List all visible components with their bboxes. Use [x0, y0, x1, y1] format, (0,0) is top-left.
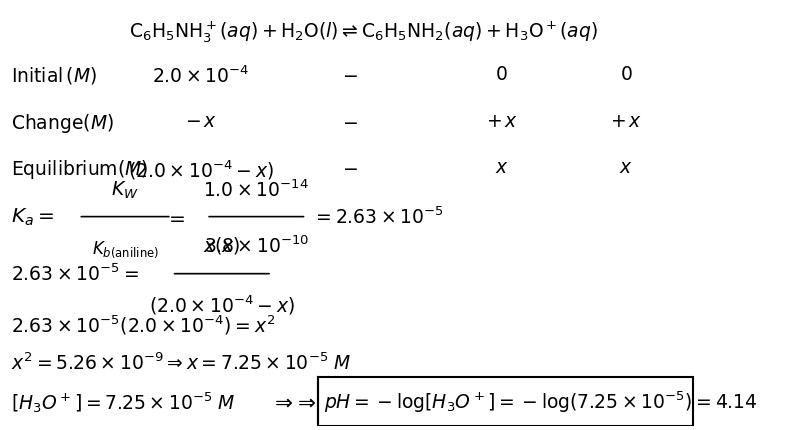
Text: $=$: $=$ — [165, 208, 186, 227]
Text: $K_{b\mathrm{(aniline)}}$: $K_{b\mathrm{(aniline)}}$ — [91, 239, 158, 259]
Text: $(2.0\times10^{-4}-x)$: $(2.0\times10^{-4}-x)$ — [128, 158, 274, 181]
Text: $x(x)$: $x(x)$ — [203, 235, 241, 256]
Text: $x$: $x$ — [494, 158, 509, 177]
Text: $x^2=5.26\times10^{-9}\Rightarrow x=7.25\times10^{-5}\;M$: $x^2=5.26\times10^{-9}\Rightarrow x=7.25… — [11, 352, 350, 373]
Text: $[H_3O^+]=7.25\times10^{-5}\;M$: $[H_3O^+]=7.25\times10^{-5}\;M$ — [11, 389, 235, 414]
Text: $1.0\times10^{-14}$: $1.0\times10^{-14}$ — [203, 179, 310, 200]
FancyBboxPatch shape — [318, 377, 693, 426]
Text: $-\,x$: $-\,x$ — [185, 112, 217, 131]
Text: $0$: $0$ — [495, 65, 508, 84]
Text: $x$: $x$ — [619, 158, 633, 177]
Text: $\mathit{pH}=-\log[H_3O^+]=-\log(7.25\times10^{-5})=4.14$: $\mathit{pH}=-\log[H_3O^+]=-\log(7.25\ti… — [324, 389, 758, 414]
Text: $=2.63\times10^{-5}$: $=2.63\times10^{-5}$ — [311, 206, 443, 228]
Text: $-$: $-$ — [342, 158, 358, 177]
Text: $\mathrm{C_6H_5NH_3^+}(\mathit{aq}) + \mathrm{H_2O}(\mathit{l}) \rightleftharpoo: $\mathrm{C_6H_5NH_3^+}(\mathit{aq}) + \m… — [129, 19, 598, 44]
Text: $+\,x$: $+\,x$ — [486, 112, 518, 131]
Text: $-$: $-$ — [342, 112, 358, 131]
Text: Initial$\,(\mathit{M})$: Initial$\,(\mathit{M})$ — [11, 65, 97, 86]
Text: $K_a=$: $K_a=$ — [11, 206, 54, 228]
Text: $K_W$: $K_W$ — [111, 179, 139, 200]
Text: $2.63\times10^{-5}(2.0\times10^{-4})=x^2$: $2.63\times10^{-5}(2.0\times10^{-4})=x^2… — [11, 313, 275, 336]
Text: $(2.0\times10^{-4}-x)$: $(2.0\times10^{-4}-x)$ — [149, 293, 294, 316]
Text: Change$(\mathit{M})$: Change$(\mathit{M})$ — [11, 112, 114, 135]
Text: $2.63\times10^{-5}=$: $2.63\times10^{-5}=$ — [11, 263, 139, 285]
Text: $3.8\times10^{-10}$: $3.8\times10^{-10}$ — [204, 235, 309, 257]
Text: $\Rightarrow\!\Rightarrow$: $\Rightarrow\!\Rightarrow$ — [270, 391, 316, 412]
Text: $-$: $-$ — [342, 65, 358, 84]
Text: $0$: $0$ — [619, 65, 632, 84]
Text: $+\,x$: $+\,x$ — [610, 112, 642, 131]
Text: $2.0\times10^{-4}$: $2.0\times10^{-4}$ — [152, 65, 250, 87]
Text: Equilibrium$(\mathit{M})$: Equilibrium$(\mathit{M})$ — [11, 158, 149, 181]
